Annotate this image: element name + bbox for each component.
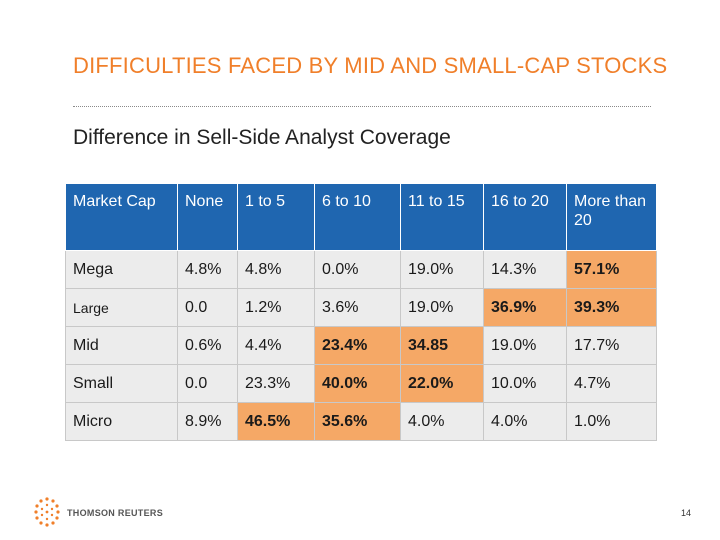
table-cell: 1.2% xyxy=(237,288,315,327)
table-cell: 17.7% xyxy=(566,326,657,365)
table-cell: 23.3% xyxy=(237,364,315,403)
table-cell: 0.0 xyxy=(177,364,238,403)
table-cell: 10.0% xyxy=(483,364,567,403)
table-cell: 0.0 xyxy=(177,288,238,327)
analyst-coverage-table: Market Cap None 1 to 5 6 to 10 11 to 15 … xyxy=(65,183,657,441)
table-row: Micro 8.9% 46.5% 35.6% 4.0% 4.0% 1.0% xyxy=(65,402,657,441)
row-label: Mega xyxy=(65,250,178,289)
table-cell: 14.3% xyxy=(483,250,567,289)
title-divider xyxy=(73,106,651,107)
slide-subtitle: Difference in Sell-Side Analyst Coverage xyxy=(73,126,451,149)
table-cell: 34.85 xyxy=(400,326,484,365)
table-cell: 35.6% xyxy=(314,402,401,441)
table-row: Mega 4.8% 4.8% 0.0% 19.0% 14.3% 57.1% xyxy=(65,250,657,289)
table-cell: 0.0% xyxy=(314,250,401,289)
row-label: Large xyxy=(65,288,178,327)
table-cell: 8.9% xyxy=(177,402,238,441)
table-cell: 23.4% xyxy=(314,326,401,365)
thomson-reuters-logo-icon xyxy=(34,497,60,527)
row-label: Micro xyxy=(65,402,178,441)
table-cell: 39.3% xyxy=(566,288,657,327)
header-11-to-15: 11 to 15 xyxy=(400,183,484,251)
table-header-row: Market Cap None 1 to 5 6 to 10 11 to 15 … xyxy=(65,183,657,251)
header-more-than-20: More than 20 xyxy=(566,183,657,251)
header-16-to-20: 16 to 20 xyxy=(483,183,567,251)
table-cell: 3.6% xyxy=(314,288,401,327)
table-cell: 4.0% xyxy=(483,402,567,441)
row-label: Small xyxy=(65,364,178,403)
table-cell: 4.7% xyxy=(566,364,657,403)
table-body: Mega 4.8% 4.8% 0.0% 19.0% 14.3% 57.1% Large 0.0 1… xyxy=(65,250,657,441)
table-cell: 4.8% xyxy=(177,250,238,289)
page-number: 14 xyxy=(681,508,692,518)
header-market-cap: Market Cap xyxy=(65,183,178,251)
table-cell: 4.8% xyxy=(237,250,315,289)
slide-title: DIFFICULTIES FACED BY MID AND SMALL-CAP … xyxy=(73,53,668,78)
table-cell: 46.5% xyxy=(237,402,315,441)
table-row: Small 0.0 23.3% 40.0% 22.0% 10.0% 4.7% xyxy=(65,364,657,403)
table-row: Large 0.0 1.2% 3.6% 19.0% 36.9% 39.3% xyxy=(65,288,657,327)
table-cell: 1.0% xyxy=(566,402,657,441)
header-6-to-10: 6 to 10 xyxy=(314,183,401,251)
table-cell: 40.0% xyxy=(314,364,401,403)
header-1-to-5: 1 to 5 xyxy=(237,183,315,251)
table-cell: 4.0% xyxy=(400,402,484,441)
logo-text: THOMSON REUTERS xyxy=(67,508,164,518)
table-cell: 19.0% xyxy=(400,250,484,289)
table-cell: 22.0% xyxy=(400,364,484,403)
header-none: None xyxy=(177,183,238,251)
table-cell: 0.6% xyxy=(177,326,238,365)
table-row: Mid 0.6% 4.4% 23.4% 34.85 19.0% 17.7% xyxy=(65,326,657,365)
row-label: Mid xyxy=(65,326,178,365)
table-cell: 19.0% xyxy=(400,288,484,327)
table-cell: 57.1% xyxy=(566,250,657,289)
table-cell: 19.0% xyxy=(483,326,567,365)
table-cell: 4.4% xyxy=(237,326,315,365)
table-cell: 36.9% xyxy=(483,288,567,327)
